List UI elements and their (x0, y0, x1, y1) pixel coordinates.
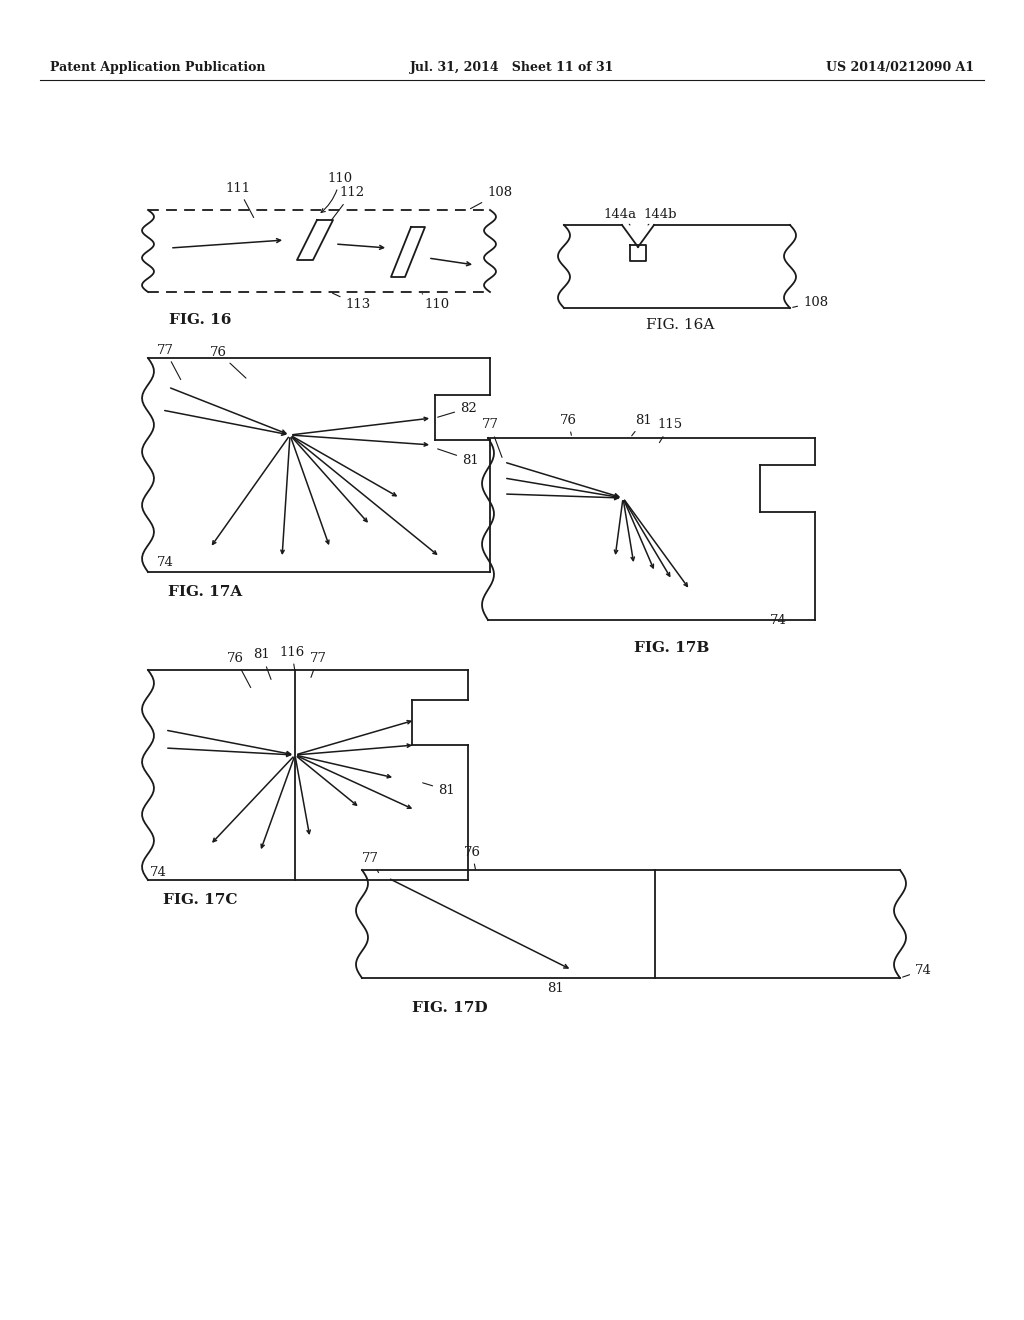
Text: 144b: 144b (643, 209, 677, 224)
Text: 76: 76 (210, 346, 246, 378)
Text: 74: 74 (150, 866, 167, 879)
Text: 110: 110 (322, 172, 352, 213)
Text: Jul. 31, 2014   Sheet 11 of 31: Jul. 31, 2014 Sheet 11 of 31 (410, 62, 614, 74)
Text: 82: 82 (437, 401, 477, 417)
Text: 77: 77 (309, 652, 327, 677)
Text: 74: 74 (770, 614, 786, 627)
Text: 81: 81 (423, 783, 455, 796)
Text: 108: 108 (793, 296, 828, 309)
Text: 76: 76 (559, 413, 577, 436)
Text: FIG. 16A: FIG. 16A (646, 318, 714, 333)
Text: 81: 81 (254, 648, 271, 680)
Text: 108: 108 (470, 186, 512, 209)
Text: 74: 74 (157, 556, 173, 569)
Text: FIG. 17A: FIG. 17A (168, 585, 242, 599)
Text: 111: 111 (225, 181, 254, 218)
Text: 144a: 144a (603, 209, 637, 224)
Text: 112: 112 (332, 186, 365, 220)
Text: FIG. 17C: FIG. 17C (163, 894, 238, 907)
Text: 116: 116 (280, 645, 304, 669)
Text: 81: 81 (632, 413, 652, 436)
Text: 77: 77 (361, 851, 379, 873)
Text: US 2014/0212090 A1: US 2014/0212090 A1 (826, 62, 974, 74)
Text: FIG. 17B: FIG. 17B (634, 642, 710, 655)
Text: Patent Application Publication: Patent Application Publication (50, 62, 265, 74)
Text: 115: 115 (657, 418, 683, 442)
Text: FIG. 16: FIG. 16 (169, 313, 231, 327)
Text: 77: 77 (157, 343, 180, 380)
Text: FIG. 17D: FIG. 17D (413, 1001, 487, 1015)
Text: 81: 81 (547, 982, 563, 994)
Text: 113: 113 (333, 293, 371, 312)
Text: 76: 76 (226, 652, 251, 688)
Text: 110: 110 (422, 293, 450, 312)
Text: 77: 77 (481, 418, 502, 458)
Text: 74: 74 (902, 964, 932, 977)
Text: 81: 81 (437, 449, 479, 466)
Text: 76: 76 (464, 846, 480, 870)
